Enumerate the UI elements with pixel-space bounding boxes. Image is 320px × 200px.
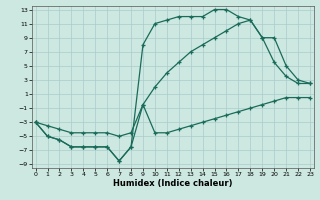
X-axis label: Humidex (Indice chaleur): Humidex (Indice chaleur) [113,179,233,188]
